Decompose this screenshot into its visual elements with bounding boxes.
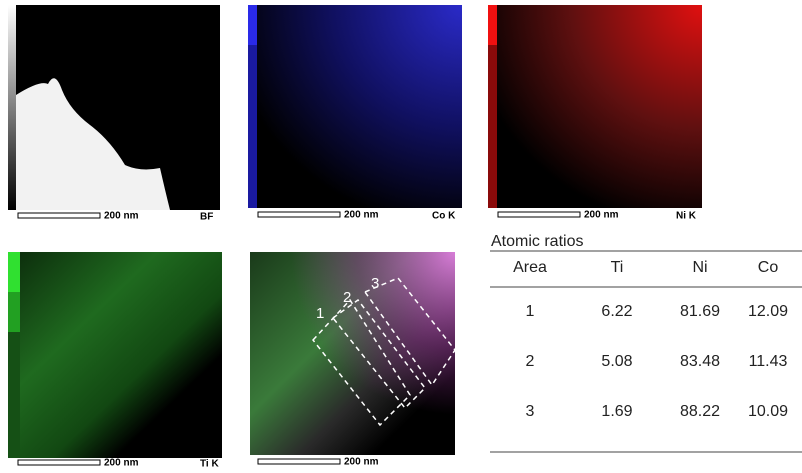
region-label: 1 bbox=[316, 305, 324, 322]
table-cell: 1.69 bbox=[601, 403, 632, 420]
scale-label: 200 nm bbox=[344, 457, 379, 468]
scale-bars: 200 nm BF 200 nm Co K 200 nm Ni K 200 nm Ti K 20… bbox=[17, 210, 697, 470]
table-cell: 12.09 bbox=[748, 303, 788, 320]
table-header: Ti bbox=[611, 259, 624, 276]
bf-map bbox=[8, 5, 220, 210]
map-label: Ti K bbox=[200, 459, 219, 470]
scale-label: 200 nm bbox=[344, 210, 379, 221]
co-map bbox=[248, 5, 462, 208]
scale-bar bbox=[257, 211, 341, 218]
map-label: BF bbox=[200, 212, 213, 223]
overlay-map: 1 2 3 bbox=[250, 252, 456, 455]
scale-bar bbox=[17, 212, 101, 219]
region-box bbox=[363, 277, 456, 387]
region-label: 3 bbox=[371, 275, 379, 292]
region-label: 2 bbox=[343, 289, 351, 306]
scale-bar bbox=[17, 459, 101, 466]
table-cell: 81.69 bbox=[680, 303, 720, 320]
ni-map bbox=[488, 5, 702, 208]
scale-bar bbox=[257, 458, 341, 465]
scale-label: 200 nm bbox=[584, 210, 619, 221]
table-cell: 5.08 bbox=[601, 353, 632, 370]
region-box bbox=[312, 298, 411, 427]
table-cell: 1 bbox=[526, 303, 535, 320]
map-label: Co K bbox=[432, 211, 456, 222]
table-title: Atomic ratios bbox=[491, 233, 583, 250]
table-header: Area bbox=[513, 259, 547, 276]
scale-bar bbox=[497, 211, 581, 218]
table-cell: 83.48 bbox=[680, 353, 720, 370]
table-cell: 10.09 bbox=[748, 403, 788, 420]
ratio-table: Atomic ratios Area Ti Ni Co 1 6.22 81.69 12.09 2… bbox=[490, 233, 802, 453]
scale-label: 200 nm bbox=[104, 211, 139, 222]
table-cell: 3 bbox=[526, 403, 535, 420]
table-header: Co bbox=[758, 259, 779, 276]
table-cell: 88.22 bbox=[680, 403, 720, 420]
table-cell: 6.22 bbox=[601, 303, 632, 320]
scale-label: 200 nm bbox=[104, 458, 139, 469]
table-header: Ni bbox=[692, 259, 707, 276]
table-cell: 2 bbox=[526, 353, 535, 370]
map-label: Ni K bbox=[676, 211, 697, 222]
region-box bbox=[331, 298, 426, 410]
ti-map bbox=[8, 252, 222, 458]
table-cell: 11.43 bbox=[749, 353, 788, 370]
